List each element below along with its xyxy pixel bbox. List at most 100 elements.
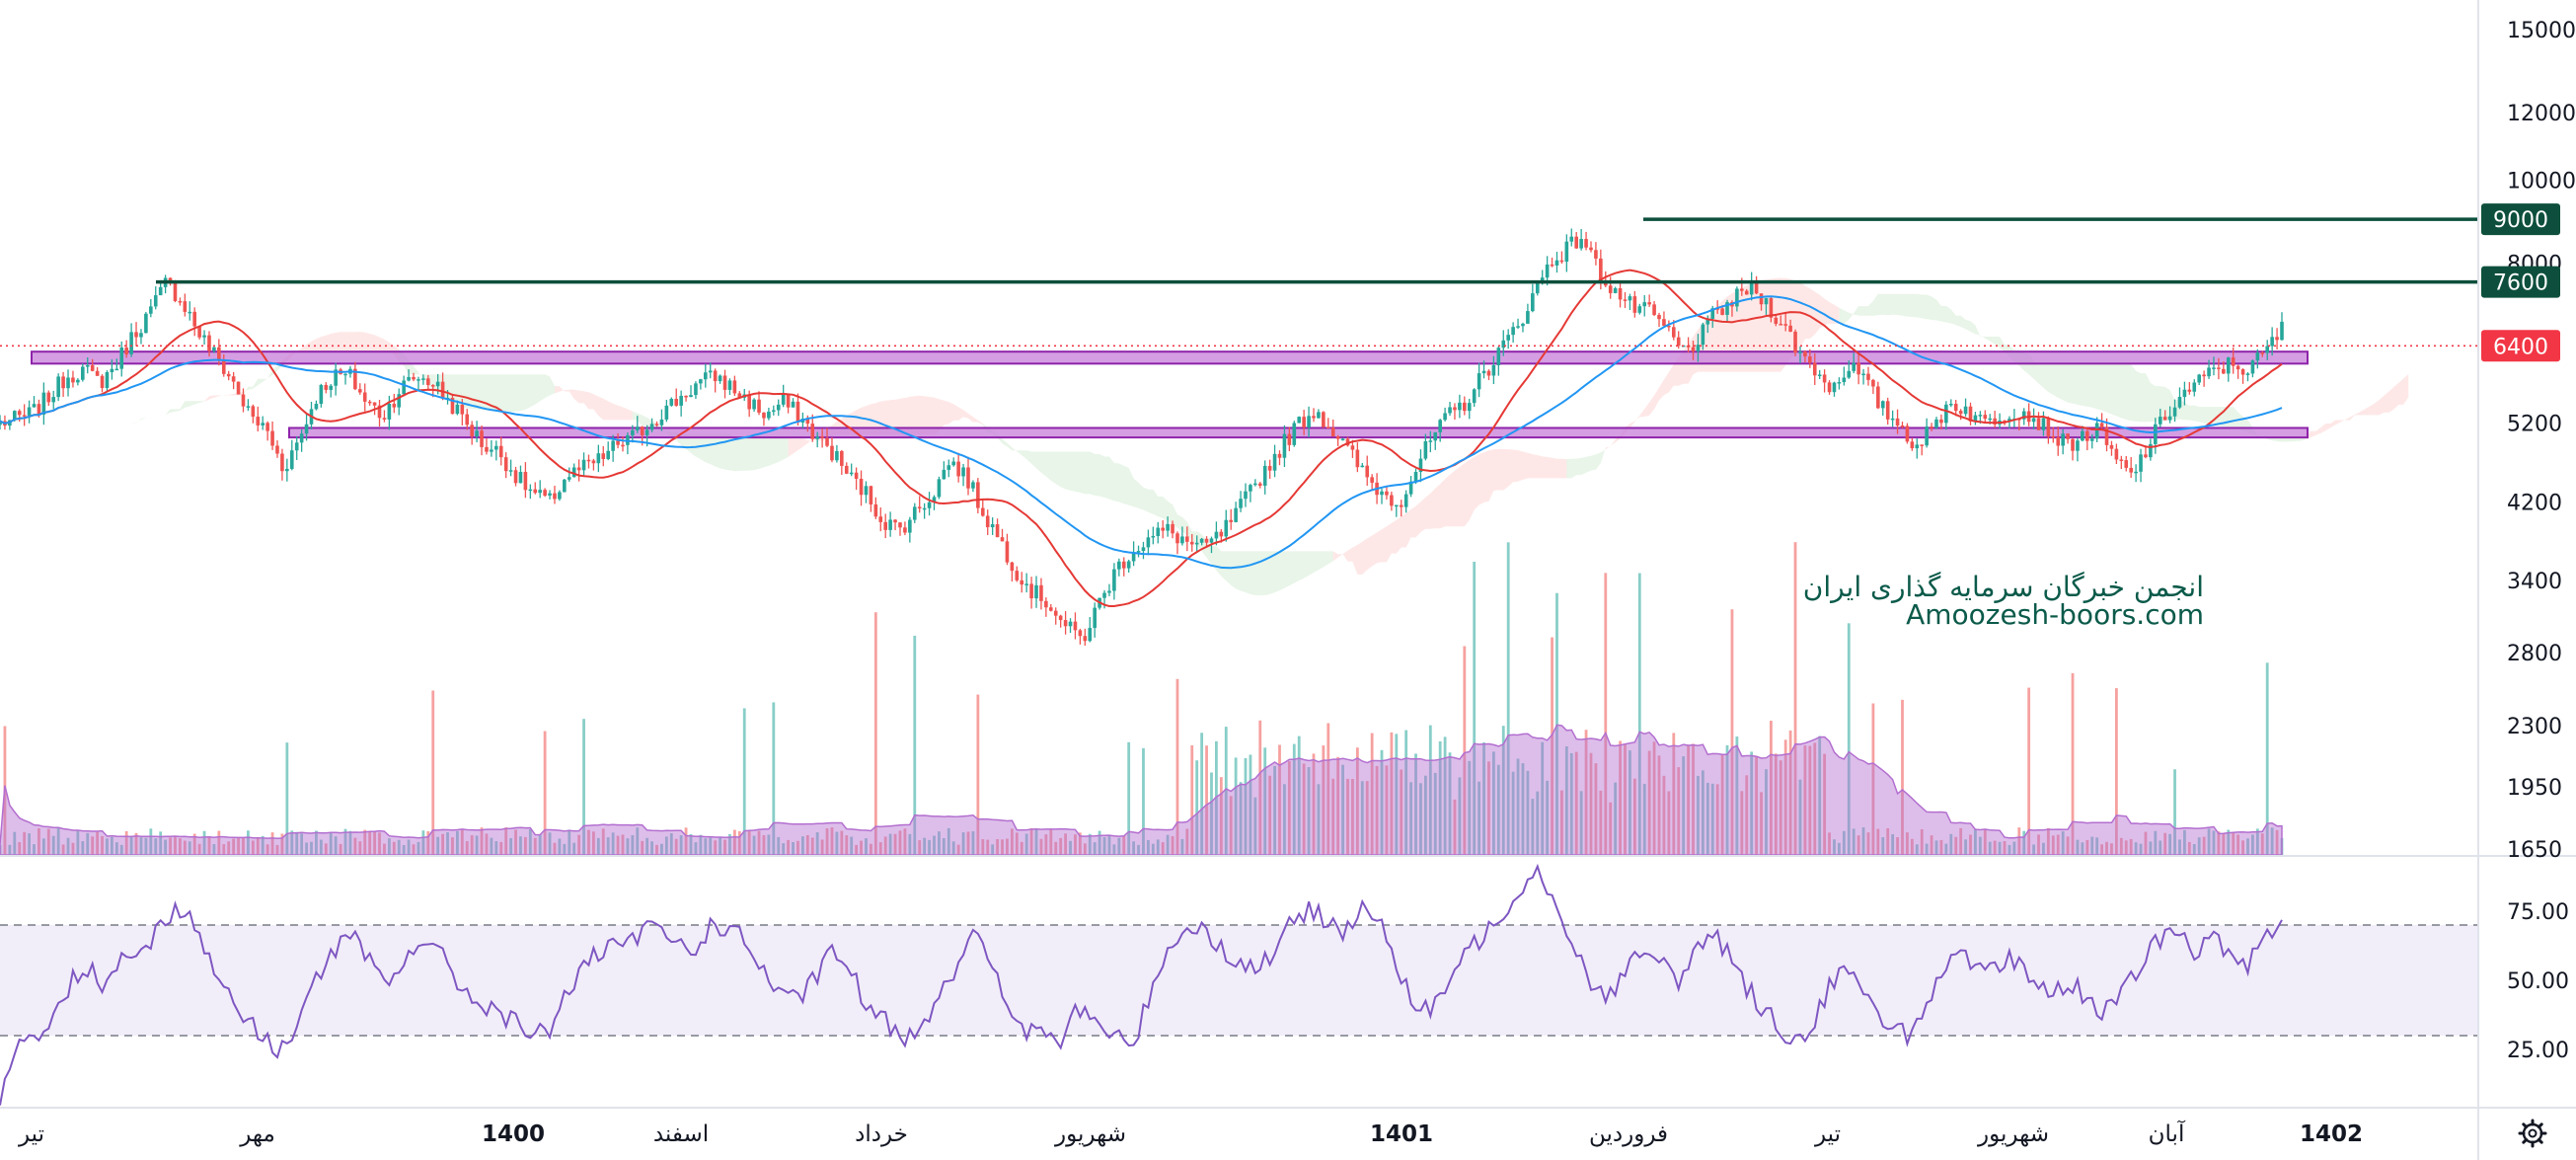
time-tick-label: تیر — [1814, 1121, 1841, 1147]
volume-bar — [1647, 750, 1651, 855]
support-resistance-zones[interactable] — [31, 350, 2309, 439]
candle — [1395, 504, 1399, 517]
candle — [1267, 459, 1272, 479]
volume-bar — [1302, 763, 1306, 855]
volume-bar — [2232, 831, 2235, 855]
candle — [2217, 357, 2221, 380]
volume-bar — [222, 844, 226, 855]
volume-bar — [1336, 756, 1340, 855]
volume-bar — [1263, 747, 1267, 855]
candle — [1832, 381, 1837, 397]
volume-bar — [1546, 780, 1550, 855]
candle — [2051, 426, 2056, 443]
volume-bar — [1006, 838, 1009, 855]
candle — [246, 399, 251, 412]
candle — [397, 388, 402, 416]
candle — [1340, 437, 1345, 441]
volume-bar — [1614, 782, 1618, 855]
volume-bar — [2173, 769, 2176, 855]
volume-bar — [1074, 834, 1077, 855]
candle — [2158, 409, 2162, 427]
candle — [1477, 362, 1481, 398]
candle — [2202, 370, 2206, 387]
candle — [840, 449, 844, 476]
candle — [1968, 402, 1973, 425]
volume-bar — [1287, 760, 1291, 855]
volume-bar — [641, 840, 644, 855]
horizontal-lines[interactable] — [0, 217, 2478, 348]
candle — [971, 480, 975, 493]
volume-bar — [256, 838, 260, 855]
candle — [314, 400, 319, 411]
volume-bar — [1137, 844, 1140, 855]
volume-bar — [2192, 844, 2196, 855]
candle — [226, 370, 231, 381]
volume-bar — [1619, 740, 1622, 855]
candle — [1963, 398, 1968, 417]
candle — [1779, 315, 1783, 326]
volume-bar — [747, 830, 751, 855]
price-tick-label: 12000 — [2507, 102, 2576, 126]
volume-bar — [1127, 741, 1131, 855]
volume-bar — [378, 832, 381, 855]
gear-icon[interactable] — [2518, 1119, 2547, 1148]
candle — [2231, 347, 2235, 374]
candle — [1433, 431, 1438, 450]
candle — [1915, 438, 1920, 459]
candle — [1817, 369, 1822, 379]
volume-bar — [2270, 827, 2274, 855]
candle — [1015, 566, 1020, 582]
volume-bar — [981, 839, 985, 855]
volume-bar — [514, 829, 517, 855]
candle — [1322, 411, 1326, 428]
volume-bar — [2183, 829, 2186, 855]
volume-bar — [2105, 841, 2108, 855]
candle — [1385, 486, 1389, 500]
candle — [1847, 360, 1852, 379]
candle — [548, 490, 552, 500]
volume-bar — [1102, 836, 1106, 855]
volume-bar — [942, 838, 946, 855]
volume-bar — [1677, 767, 1681, 855]
candle — [217, 339, 221, 366]
volume-bar — [1473, 562, 1477, 855]
volume-bar — [46, 828, 50, 855]
candle — [426, 374, 430, 390]
candle — [684, 395, 688, 402]
volume-bar — [543, 731, 547, 855]
volume-bar — [1808, 745, 1812, 855]
candle — [2280, 312, 2284, 341]
candle — [144, 311, 148, 334]
candle — [689, 385, 693, 398]
volume-bar — [1594, 763, 1598, 855]
time-axis[interactable]: تیر مهر 1400 اسفند خرداد شهریور 1401 فروردین تیر… — [18, 1120, 2363, 1147]
candle — [1983, 410, 1988, 424]
candle — [139, 329, 143, 345]
support-zone[interactable] — [31, 350, 2309, 365]
volume-bar — [212, 844, 216, 855]
candle — [1900, 422, 1905, 429]
candle — [129, 323, 133, 357]
volume-bar — [1833, 839, 1836, 855]
candle — [494, 440, 498, 461]
candle — [475, 421, 479, 443]
candle — [1925, 418, 1929, 448]
candle — [591, 458, 596, 471]
volume-bar — [2037, 834, 2040, 855]
candle — [873, 497, 878, 519]
candle — [713, 368, 718, 393]
candle — [1788, 319, 1792, 333]
candle — [1044, 597, 1048, 617]
candle — [1885, 397, 1890, 425]
support-zone[interactable] — [288, 426, 2309, 439]
candle — [1224, 509, 1229, 542]
candle — [1774, 314, 1779, 327]
candle — [1214, 521, 1219, 546]
volume-bar — [626, 838, 630, 855]
candle — [825, 427, 829, 448]
candle — [533, 482, 538, 495]
volume-bar — [563, 843, 567, 855]
candle — [2119, 455, 2124, 470]
price-axis[interactable]: 1500012000100008000520042003400280023001… — [2507, 19, 2576, 863]
